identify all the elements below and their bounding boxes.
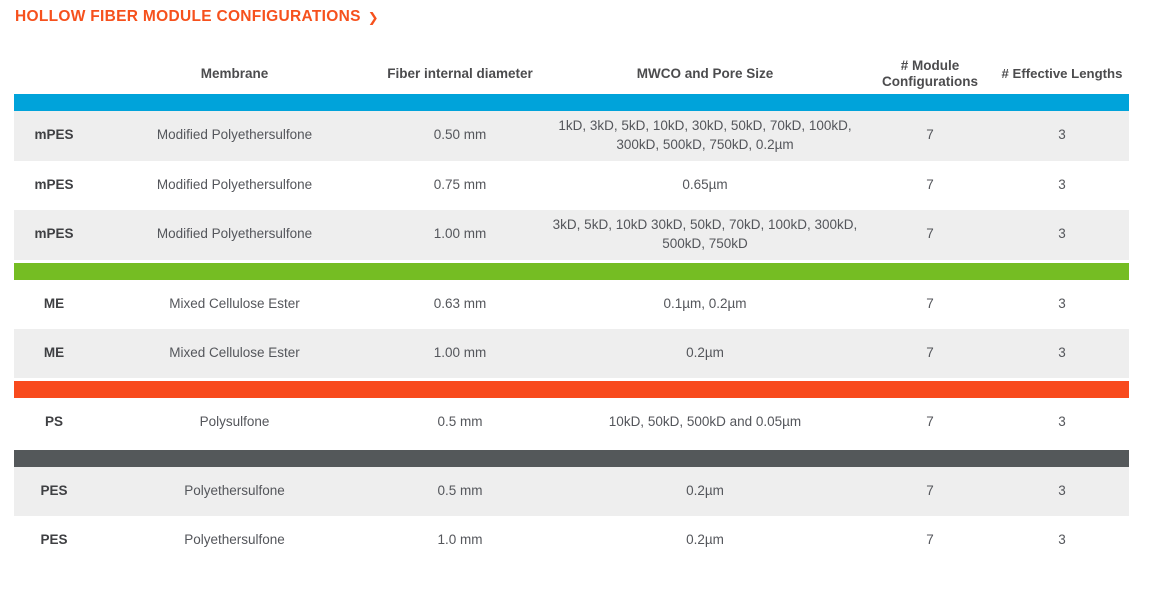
cell-fiber-internal-diameter: 0.5 mm (437, 482, 483, 498)
group-separator-bar (14, 262, 1129, 280)
cell-fiber-internal-diameter: 1.00 mm (433, 344, 487, 360)
cell-fiber-internal-diameter: 0.5 mm (437, 413, 483, 429)
cell-membrane-code: ME (43, 344, 65, 360)
cell-membrane-name: Polyethersulfone (184, 531, 285, 547)
cell-membrane-code: mPES (34, 127, 74, 143)
cell-module-configurations: 7 (926, 226, 934, 242)
table-row: mPES Modified Polyethersulfone 0.75 mm 0… (14, 161, 1129, 210)
cell-mwco-pore-size: 10kD, 50kD, 500kD and 0.05µm (608, 413, 802, 429)
cell-mwco-pore-size: 0.1µm, 0.2µm (663, 295, 747, 311)
table-row: PES Polyethersulfone 1.0 mm 0.2µm 7 3 (14, 516, 1129, 565)
cell-mwco-pore-size: 0.2µm (686, 531, 724, 547)
header-effective-lengths: # Effective Lengths (1001, 65, 1123, 81)
hollow-fiber-configurations-table: Membrane Fiber internal diameter MWCO an… (14, 58, 1129, 565)
page-title: HOLLOW FIBER MODULE CONFIGURATIONS (15, 8, 361, 25)
table-body: mPES Modified Polyethersulfone 0.50 mm 1… (14, 94, 1129, 565)
cell-effective-lengths: 3 (1058, 295, 1066, 311)
cell-fiber-internal-diameter: 0.50 mm (433, 127, 487, 143)
cell-membrane-code: mPES (34, 226, 74, 242)
cell-mwco-pore-size: 0.2µm (686, 482, 724, 498)
cell-membrane-name: Polyethersulfone (184, 482, 285, 498)
cell-membrane-code: PES (40, 531, 68, 547)
cell-module-configurations: 7 (926, 176, 934, 192)
cell-module-configurations: 7 (926, 482, 934, 498)
cell-fiber-internal-diameter: 0.63 mm (433, 295, 487, 311)
table-row: PES Polyethersulfone 0.5 mm 0.2µm 7 3 (14, 466, 1129, 516)
cell-membrane-name: Mixed Cellulose Ester (169, 344, 300, 360)
cell-membrane-name: Modified Polyethersulfone (156, 226, 313, 242)
cell-mwco-pore-size: 3kD, 5kD, 10kD 30kD, 50kD, 70kD, 100kD, … (552, 216, 858, 251)
chevron-right-icon: ❯ (367, 10, 379, 25)
table-row: ME Mixed Cellulose Ester 0.63 mm 0.1µm, … (14, 280, 1129, 329)
header-membrane: Membrane (200, 65, 269, 81)
group-separator-bar (14, 449, 1129, 467)
cell-membrane-code: ME (43, 295, 65, 311)
table-row: PS Polysulfone 0.5 mm 10kD, 50kD, 500kD … (14, 398, 1129, 447)
header-module-configurations: # Module Configurations (882, 58, 978, 89)
cell-effective-lengths: 3 (1058, 482, 1066, 498)
table-header-row: Membrane Fiber internal diameter MWCO an… (14, 58, 1129, 94)
cell-mwco-pore-size: 0.2µm (686, 344, 724, 360)
cell-effective-lengths: 3 (1058, 413, 1066, 429)
cell-module-configurations: 7 (926, 127, 934, 143)
cell-membrane-name: Mixed Cellulose Ester (169, 295, 300, 311)
cell-fiber-internal-diameter: 1.00 mm (433, 226, 487, 242)
cell-membrane-name: Modified Polyethersulfone (156, 127, 313, 143)
cell-effective-lengths: 3 (1058, 176, 1066, 192)
group-separator-bar (14, 380, 1129, 398)
cell-effective-lengths: 3 (1058, 344, 1066, 360)
cell-fiber-internal-diameter: 0.75 mm (433, 176, 487, 192)
cell-effective-lengths: 3 (1058, 531, 1066, 547)
cell-membrane-name: Modified Polyethersulfone (156, 176, 313, 192)
cell-membrane-name: Polysulfone (199, 413, 270, 429)
cell-membrane-code: PES (40, 482, 68, 498)
cell-effective-lengths: 3 (1058, 127, 1066, 143)
table-row: mPES Modified Polyethersulfone 0.50 mm 1… (14, 111, 1129, 161)
cell-effective-lengths: 3 (1058, 226, 1066, 242)
cell-mwco-pore-size: 0.65µm (682, 176, 728, 192)
cell-membrane-code: PS (44, 413, 63, 429)
cell-module-configurations: 7 (926, 531, 934, 547)
cell-module-configurations: 7 (926, 413, 934, 429)
header-fiber-internal-diameter: Fiber internal diameter (387, 65, 533, 81)
cell-mwco-pore-size: 1kD, 3kD, 5kD, 10kD, 30kD, 50kD, 70kD, 1… (558, 118, 852, 152)
section-title-link[interactable]: HOLLOW FIBER MODULE CONFIGURATIONS ❯ (15, 8, 1129, 26)
cell-module-configurations: 7 (926, 344, 934, 360)
page: HOLLOW FIBER MODULE CONFIGURATIONS ❯ Mem… (14, 8, 1129, 565)
cell-membrane-code: mPES (34, 176, 74, 192)
cell-fiber-internal-diameter: 1.0 mm (437, 531, 483, 547)
header-mwco-pore-size: MWCO and Pore Size (636, 65, 774, 81)
group-separator-bar (14, 94, 1129, 112)
table-row: mPES Modified Polyethersulfone 1.00 mm 3… (14, 209, 1129, 260)
cell-module-configurations: 7 (926, 295, 934, 311)
table-row: ME Mixed Cellulose Ester 1.00 mm 0.2µm 7… (14, 328, 1129, 378)
